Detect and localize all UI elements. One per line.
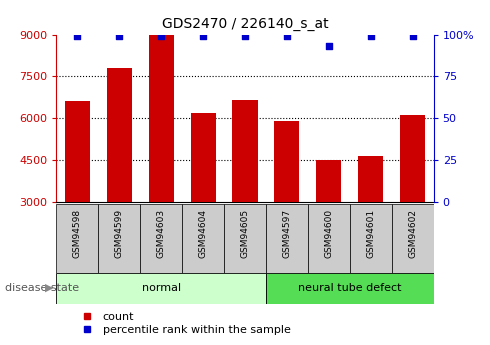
Bar: [140, 204, 182, 273]
Bar: [56, 204, 98, 273]
Point: [325, 43, 333, 49]
Bar: [358, 156, 383, 202]
Bar: [148, 34, 174, 202]
Bar: [308, 204, 350, 273]
Text: GSM94599: GSM94599: [115, 209, 124, 258]
Point: [199, 33, 207, 39]
Point: [157, 33, 165, 39]
Text: GSM94598: GSM94598: [73, 209, 82, 258]
Bar: [266, 204, 308, 273]
Point: [283, 33, 291, 39]
Text: GSM94603: GSM94603: [157, 209, 166, 258]
Point: [241, 33, 249, 39]
Bar: [274, 121, 299, 202]
Bar: [182, 204, 224, 273]
Bar: [65, 101, 90, 202]
Text: GSM94605: GSM94605: [241, 209, 249, 258]
Text: normal: normal: [142, 283, 181, 293]
Bar: [232, 100, 258, 202]
Text: ▶: ▶: [46, 283, 54, 293]
Bar: [107, 68, 132, 202]
Point: [115, 33, 123, 39]
Bar: [56, 273, 266, 304]
Bar: [98, 204, 140, 273]
Legend: count, percentile rank within the sample: count, percentile rank within the sample: [72, 307, 295, 339]
Text: GSM94600: GSM94600: [324, 209, 333, 258]
Bar: [392, 204, 434, 273]
Text: GSM94604: GSM94604: [198, 209, 208, 258]
Text: disease state: disease state: [5, 283, 79, 293]
Bar: [224, 204, 266, 273]
Bar: [266, 273, 434, 304]
Text: GSM94602: GSM94602: [408, 209, 417, 258]
Bar: [316, 160, 342, 202]
Point: [409, 33, 416, 39]
Text: GSM94597: GSM94597: [282, 209, 292, 258]
Bar: [191, 112, 216, 202]
Bar: [400, 115, 425, 202]
Point: [74, 33, 81, 39]
Bar: [350, 204, 392, 273]
Text: GSM94601: GSM94601: [366, 209, 375, 258]
Text: neural tube defect: neural tube defect: [298, 283, 402, 293]
Point: [367, 33, 375, 39]
Title: GDS2470 / 226140_s_at: GDS2470 / 226140_s_at: [162, 17, 328, 31]
